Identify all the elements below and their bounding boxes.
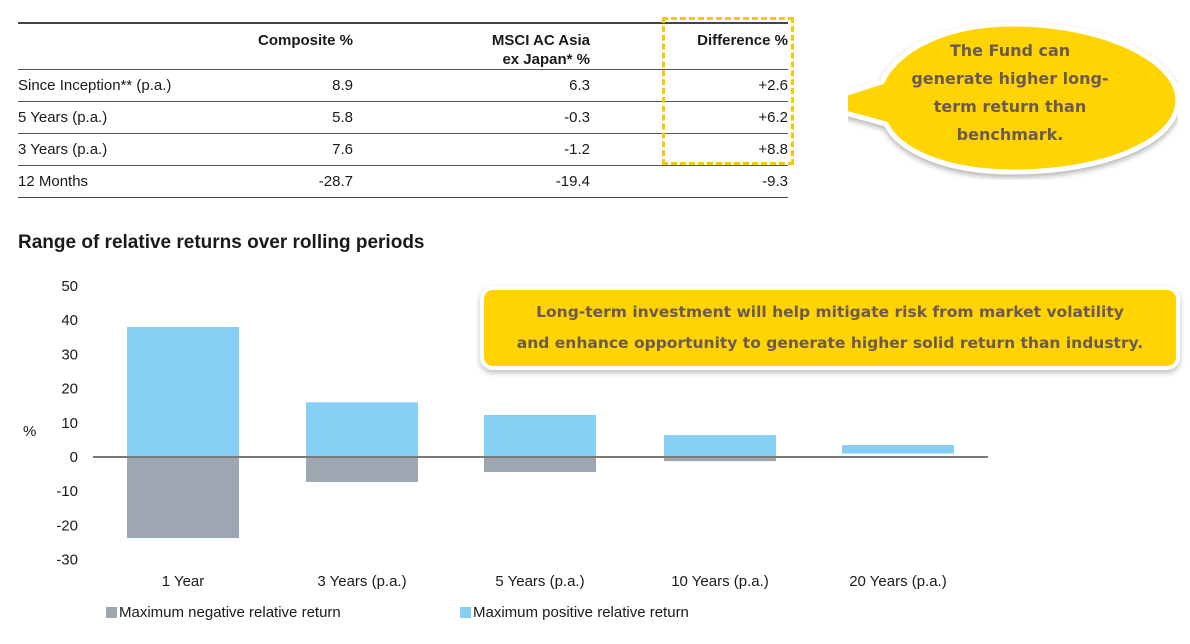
- bubble-line: The Fund can: [949, 41, 1071, 60]
- speech-bubble: [848, 21, 1178, 175]
- chart-title: Range of relative returns over rolling p…: [18, 232, 425, 253]
- bar-negative: [127, 457, 239, 539]
- cell-period: 5 Years (p.a.): [18, 101, 218, 134]
- bar-negative: [306, 457, 418, 482]
- cell-composite: 7.6: [218, 133, 353, 166]
- legend-swatch-positive: [460, 607, 471, 618]
- cell-period: 12 Months: [18, 165, 218, 198]
- cell-msci: -0.3: [353, 101, 590, 134]
- bar-positive: [664, 435, 776, 457]
- y-tick-label: -20: [56, 517, 78, 534]
- table-header-row: Composite % MSCI AC Asia ex Japan* % Diff…: [18, 22, 788, 70]
- legend-item-positive: Maximum positive relative return: [460, 604, 689, 621]
- cell-difference: +6.2: [590, 101, 788, 134]
- cell-difference: -9.3: [590, 165, 788, 198]
- y-tick-label: 30: [61, 346, 78, 363]
- y-tick-label: -10: [56, 483, 78, 500]
- cell-difference: +2.6: [590, 69, 788, 102]
- header-msci-line2: ex Japan* %: [502, 51, 590, 68]
- bubble-line: generate higher long-: [911, 69, 1109, 88]
- x-tick-label: 20 Years (p.a.): [849, 573, 947, 590]
- callout-box: Long-term investment will help mitigate …: [484, 290, 1176, 366]
- bar-positive: [842, 445, 954, 454]
- bar-positive: [484, 414, 596, 457]
- x-tick-label: 5 Years (p.a.): [495, 573, 584, 590]
- y-tick-label: -30: [56, 552, 78, 569]
- speech-bubble-text: The Fund can generate higher long- term …: [905, 37, 1115, 149]
- legend-item-negative: Maximum negative relative return: [106, 604, 341, 621]
- relative-returns-chart: 50 40 30 20 10 0 -10 -20 -30% 1 Year 3 Years (p.a.…: [23, 278, 988, 590]
- y-tick-label: 50: [61, 278, 78, 295]
- bar-negative: [664, 457, 776, 462]
- y-tick-label: 0: [70, 449, 78, 466]
- legend-swatch-negative: [106, 607, 117, 618]
- table-row: 12 Months -28.7 -19.4 -9.3: [18, 165, 788, 198]
- legend-label-negative: Maximum negative relative return: [119, 604, 341, 621]
- y-tick-label: 10: [61, 415, 78, 432]
- table-row: 5 Years (p.a.) 5.8 -0.3 +6.2: [18, 101, 788, 134]
- y-tick-label: 20: [61, 381, 78, 398]
- table-row: Since Inception** (p.a.) 8.9 6.3 +2.6: [18, 69, 788, 102]
- x-tick-label: 10 Years (p.a.): [671, 573, 769, 590]
- bubble-line: term return than: [933, 97, 1087, 116]
- bar-negative: [484, 457, 596, 473]
- cell-composite: 8.9: [218, 69, 353, 102]
- performance-table: Composite % MSCI AC Asia ex Japan* % Diff…: [18, 22, 788, 198]
- bubble-line: benchmark.: [956, 125, 1064, 144]
- cell-period: 3 Years (p.a.): [18, 133, 218, 166]
- speech-bubble-shape: [848, 21, 1178, 175]
- x-tick-label: 3 Years (p.a.): [317, 573, 406, 590]
- x-tick-label: 1 Year: [162, 573, 205, 590]
- bar-positive: [306, 402, 418, 457]
- cell-period: Since Inception** (p.a.): [18, 69, 218, 102]
- y-tick-label: 40: [61, 312, 78, 329]
- cell-msci: -1.2: [353, 133, 590, 166]
- header-period: [18, 22, 218, 70]
- cell-composite: 5.8: [218, 101, 353, 134]
- cell-msci: 6.3: [353, 69, 590, 102]
- legend-label-positive: Maximum positive relative return: [473, 604, 689, 621]
- cell-msci: -19.4: [353, 165, 590, 198]
- header-composite: Composite %: [218, 22, 353, 70]
- callout-line: Long-term investment will help mitigate …: [536, 303, 1124, 321]
- header-difference: Difference %: [590, 22, 788, 70]
- cell-composite: -28.7: [218, 165, 353, 198]
- table-row: 3 Years (p.a.) 7.6 -1.2 +8.8: [18, 133, 788, 166]
- callout-line: and enhance opportunity to generate high…: [516, 334, 1144, 352]
- bar-positive: [127, 327, 239, 457]
- header-msci: MSCI AC Asia ex Japan* %: [353, 22, 590, 70]
- difference-highlight-box: [662, 17, 794, 165]
- header-msci-line1: MSCI AC Asia: [491, 32, 590, 49]
- y-axis-label: %: [23, 423, 36, 440]
- cell-difference: +8.8: [590, 133, 788, 166]
